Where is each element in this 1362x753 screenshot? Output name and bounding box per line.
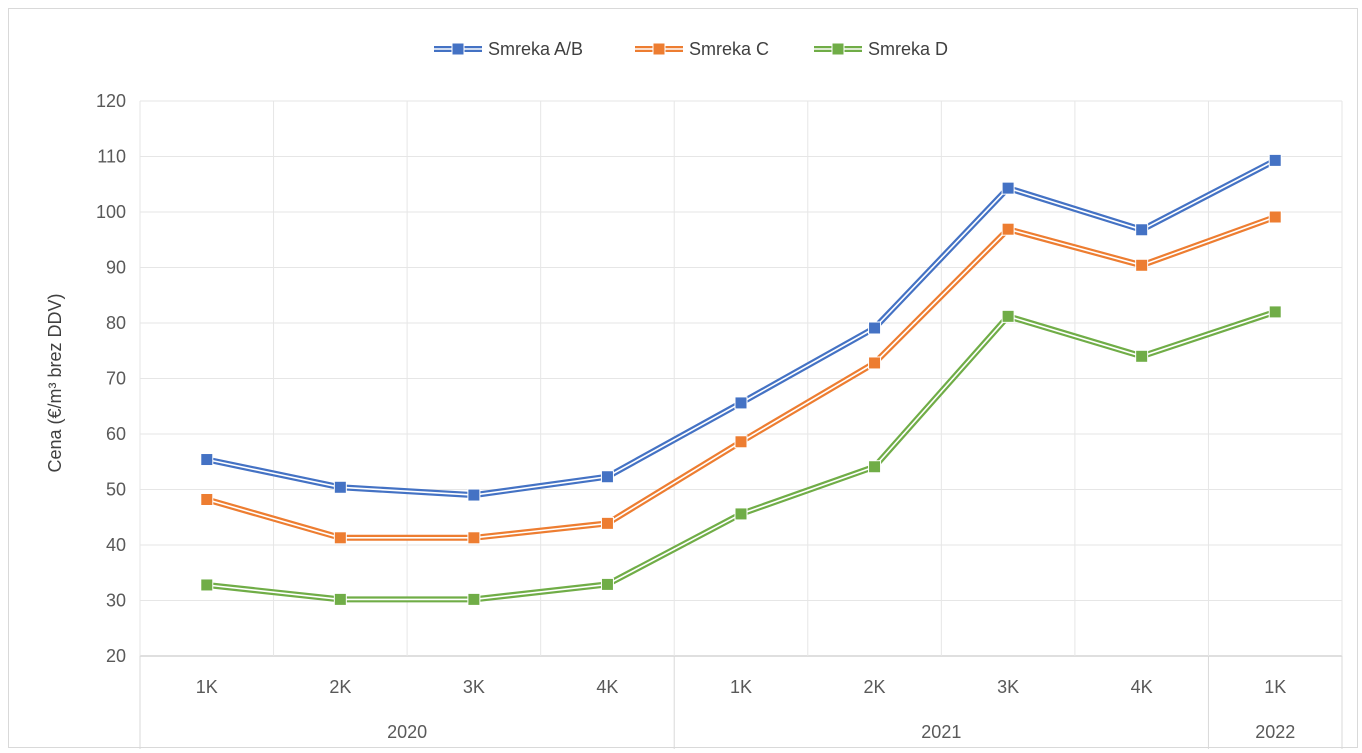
legend-item: Smreka D	[814, 39, 948, 59]
y-tick-label: 40	[106, 535, 126, 555]
y-axis-title: Cena (€/m³ brez DDV)	[45, 293, 65, 472]
data-point	[1001, 181, 1015, 195]
y-tick-label: 30	[106, 591, 126, 611]
data-point	[1268, 305, 1282, 319]
line-chart: 20 30 40 50 60 70 80 90 100 110 120 1K 2K 3K 4K 1K 2K 3K 4…	[45, 39, 1343, 749]
data-point	[600, 516, 614, 530]
y-tick-label: 70	[106, 369, 126, 389]
chart-frame: 20 30 40 50 60 70 80 90 100 110 120 1K 2K 3K 4K 1K 2K 3K 4…	[8, 8, 1358, 749]
data-point	[200, 578, 214, 592]
x-tick-label: 2K	[864, 677, 886, 697]
series-line	[206, 309, 1277, 603]
y-tick-label: 90	[106, 258, 126, 278]
data-point	[1135, 349, 1149, 363]
x-tick-label: 2K	[329, 677, 351, 697]
data-point	[467, 531, 481, 545]
y-tick-label: 20	[106, 646, 126, 666]
data-point	[868, 356, 882, 370]
x-tick-label: 1K	[196, 677, 218, 697]
data-point	[333, 531, 347, 545]
data-point	[1135, 258, 1149, 272]
data-point	[734, 435, 748, 449]
y-tick-label: 120	[96, 91, 126, 111]
data-point	[600, 577, 614, 591]
data-point	[467, 592, 481, 606]
x-tick-label: 3K	[463, 677, 485, 697]
x-tick-label: 4K	[596, 677, 618, 697]
data-point	[734, 507, 748, 521]
data-point	[1268, 153, 1282, 167]
data-point	[868, 460, 882, 474]
gridlines	[139, 100, 1343, 657]
series-lines	[200, 153, 1282, 606]
y-tick-label: 50	[106, 480, 126, 500]
series-line-inner	[206, 311, 1276, 601]
x-tick-label: 4K	[1131, 677, 1153, 697]
x-tick-label: 1K	[1264, 677, 1286, 697]
data-point	[1135, 223, 1149, 237]
x-tick-label: 1K	[730, 677, 752, 697]
data-point	[200, 453, 214, 467]
legend-item: Smreka A/B	[434, 39, 583, 59]
axes: 20 30 40 50 60 70 80 90 100 110 120 1K 2K 3K 4K 1K 2K 3K 4…	[96, 91, 1343, 749]
data-point	[200, 492, 214, 506]
y-tick-label: 100	[96, 202, 126, 222]
data-point	[1001, 222, 1015, 236]
legend-marker-icon	[451, 42, 465, 56]
data-point	[734, 396, 748, 410]
data-point	[467, 488, 481, 502]
data-point	[333, 592, 347, 606]
x-group-label: 2022	[1255, 722, 1295, 742]
x-group-label: 2021	[921, 722, 961, 742]
legend-label: Smreka C	[689, 39, 769, 59]
legend-item: Smreka C	[635, 39, 769, 59]
x-tick-label: 3K	[997, 677, 1019, 697]
data-point	[868, 321, 882, 335]
y-tick-label: 110	[97, 147, 126, 167]
legend-marker-icon	[831, 42, 845, 56]
x-group-label: 2020	[387, 722, 427, 742]
data-point	[600, 470, 614, 484]
legend: Smreka A/B Smreka C Smreka D	[434, 39, 948, 59]
legend-marker-icon	[652, 42, 666, 56]
legend-label: Smreka D	[868, 39, 948, 59]
data-point	[1268, 210, 1282, 224]
y-tick-label: 80	[106, 313, 126, 333]
data-point	[333, 480, 347, 494]
legend-label: Smreka A/B	[488, 39, 583, 59]
data-point	[1001, 309, 1015, 323]
y-tick-label: 60	[106, 424, 126, 444]
